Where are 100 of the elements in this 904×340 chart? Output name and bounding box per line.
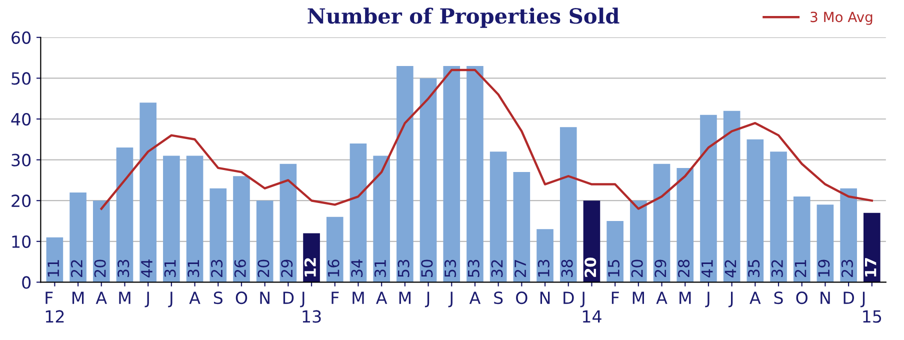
- bar: [560, 127, 577, 282]
- bar: [816, 204, 834, 282]
- x-tick-label: M: [72, 292, 84, 304]
- bar: [420, 78, 437, 282]
- x-tick-label: A: [189, 292, 200, 304]
- data-label: 27: [514, 260, 526, 277]
- data-label: 20: [94, 260, 106, 277]
- data-label: 15: [608, 260, 620, 276]
- data-label: 12: [304, 258, 316, 276]
- bar: [116, 148, 134, 282]
- bar: [373, 156, 390, 282]
- x-tick-label: D: [283, 292, 294, 304]
- bar: [443, 66, 460, 282]
- x-tick-label: J: [448, 292, 452, 308]
- bar: [864, 212, 880, 282]
- x-tick-label: J: [728, 292, 733, 308]
- chart-title: Number of Properties Sold: [308, 8, 620, 28]
- x-tick-label: A: [96, 292, 107, 304]
- x-tick-label: J: [168, 292, 172, 308]
- data-label: 23: [841, 260, 853, 277]
- data-label: 53: [444, 260, 456, 277]
- data-label: 31: [188, 260, 200, 277]
- x-tick-label: F 12: [46, 292, 64, 323]
- x-tick-label: J 15: [860, 292, 882, 323]
- x-tick-label: M: [119, 292, 130, 304]
- x-tick-label: O: [236, 292, 248, 304]
- x-tick-label: A: [376, 292, 388, 304]
- bar: [92, 200, 110, 282]
- x-tick-label: S: [774, 292, 783, 304]
- x-tick-label: D: [564, 292, 574, 304]
- y-tick-label: 50: [12, 72, 31, 85]
- bar: [536, 229, 554, 282]
- data-label: 44: [141, 260, 152, 278]
- x-tick-label: J 14: [580, 292, 602, 323]
- data-label: 21: [794, 260, 806, 277]
- data-label: 35: [748, 260, 760, 277]
- data-label: 33: [118, 260, 130, 277]
- bar: [513, 172, 530, 282]
- x-tick-label: M: [632, 292, 644, 304]
- y-tick-label: 0: [22, 276, 31, 289]
- bar: [723, 110, 740, 282]
- x-tick-label: J 13: [300, 292, 321, 323]
- bar: [186, 156, 204, 282]
- bar: [700, 114, 717, 282]
- data-label: 41: [702, 260, 713, 278]
- data-label: 32: [491, 260, 503, 277]
- x-tick-label: A: [656, 292, 668, 304]
- x-tick-label: S: [494, 292, 503, 304]
- x-tick-label: N: [260, 292, 270, 304]
- data-label: 28: [678, 260, 690, 277]
- x-tick-label: J: [424, 292, 430, 308]
- x-tick-label: M: [399, 292, 410, 304]
- data-label: 13: [538, 260, 550, 276]
- bar: [840, 188, 857, 282]
- data-label: 53: [468, 260, 480, 277]
- data-label: 20: [258, 260, 270, 277]
- y-tick-label: 10: [12, 235, 31, 248]
- y-tick-label: 60: [12, 31, 31, 44]
- bar: [70, 192, 86, 282]
- bar: [326, 216, 344, 282]
- data-label: 17: [864, 258, 876, 276]
- x-tick-label: J: [705, 292, 710, 308]
- bar: [793, 196, 810, 282]
- data-label: 20: [631, 260, 643, 277]
- bar: [490, 152, 507, 282]
- x-tick-label: M: [680, 292, 691, 304]
- x-tick-label: F: [332, 292, 339, 304]
- x-tick-label: N: [820, 292, 830, 304]
- x-tick-label: J: [144, 292, 149, 308]
- data-label: 19: [818, 260, 830, 276]
- legend-label: 3 Mo Avg: [810, 12, 872, 25]
- bar: [163, 156, 180, 282]
- bar: [746, 139, 764, 282]
- data-label: 42: [724, 260, 736, 278]
- bar: [350, 143, 367, 282]
- data-label: 53: [398, 260, 410, 277]
- data-label: 20: [584, 258, 596, 277]
- data-label: 31: [164, 260, 176, 277]
- y-tick-label: 40: [11, 112, 31, 126]
- x-tick-label: A: [469, 292, 481, 304]
- bar: [606, 221, 624, 282]
- data-label: 22: [70, 260, 82, 277]
- bar: [770, 152, 787, 282]
- line-series: [100, 68, 874, 210]
- x-tick-label: S: [214, 292, 222, 304]
- data-label: 26: [234, 260, 246, 277]
- x-tick-label: F: [612, 292, 619, 304]
- bar: [396, 66, 414, 282]
- bar: [280, 164, 297, 282]
- y-tick-label: 20: [12, 194, 31, 208]
- data-label: 23: [211, 260, 223, 277]
- data-label: 38: [561, 260, 573, 277]
- x-tick-label: A: [750, 292, 761, 304]
- data-label: 50: [421, 260, 433, 277]
- bar: [653, 164, 670, 282]
- x-tick-label: N: [540, 292, 550, 304]
- x-tick-label: O: [796, 292, 808, 304]
- bar: [233, 176, 250, 282]
- x-tick-label: D: [844, 292, 854, 304]
- data-label: 34: [351, 260, 363, 277]
